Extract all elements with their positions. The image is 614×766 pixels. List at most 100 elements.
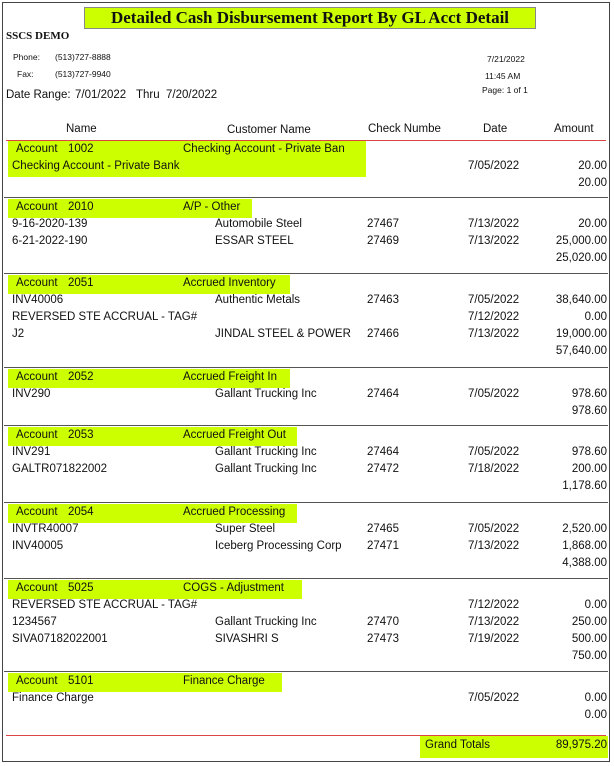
column-header-date: Date (483, 123, 508, 135)
row-date: 7/05/2022 (468, 160, 520, 172)
account-highlight (8, 369, 290, 388)
grand-total-highlight (420, 736, 608, 758)
account-number: 2053 (68, 429, 94, 441)
row-name: Finance Charge (12, 692, 94, 704)
account-label: Account (16, 143, 58, 155)
section-divider (4, 578, 608, 579)
row-date: 7/12/2022 (468, 599, 520, 611)
row-customer: SIVASHRI S (215, 633, 279, 645)
row-customer: Iceberg Processing Corp (215, 540, 342, 552)
row-amount: 20.00 (578, 160, 607, 172)
row-amount: 0.00 (584, 692, 607, 704)
account-description: Accrued Processing (183, 506, 286, 518)
account-label: Account (16, 675, 58, 687)
row-date: 7/05/2022 (468, 388, 520, 400)
account-label: Account (16, 582, 58, 594)
account-number: 2054 (68, 506, 94, 518)
row-date: 7/13/2022 (468, 616, 520, 628)
column-header-amount: Amount (554, 123, 594, 135)
row-date: 7/18/2022 (468, 463, 520, 475)
account-highlight (8, 673, 282, 692)
row-name: INV40006 (12, 294, 64, 306)
account-label: Account (16, 201, 58, 213)
grand-total-rule (6, 735, 606, 736)
row-check-number: 27473 (367, 633, 399, 645)
column-header-customer: Customer Name (227, 124, 311, 136)
row-amount: 0.00 (584, 311, 607, 323)
account-label: Account (16, 429, 58, 441)
print-time: 11:45 AM (485, 71, 521, 81)
row-date: 7/13/2022 (468, 540, 520, 552)
report-title: Detailed Cash Disbursement Report By GL … (110, 8, 510, 27)
account-description: A/P - Other (183, 201, 241, 213)
account-number: 5025 (68, 582, 94, 594)
account-description: COGS - Adjustment (183, 582, 284, 594)
account-highlight (8, 504, 297, 523)
row-amount: 978.60 (571, 446, 607, 458)
account-total: 0.00 (584, 709, 607, 721)
fax-label: Fax: (17, 69, 34, 79)
account-total: 25,020.00 (555, 252, 607, 264)
row-customer: Automobile Steel (215, 218, 302, 230)
title-highlight (84, 7, 536, 29)
account-total: 57,640.00 (555, 345, 607, 357)
row-name: INV291 (12, 446, 51, 458)
row-name: REVERSED STE ACCRUAL - TAG# (12, 599, 198, 611)
row-amount: 200.00 (571, 463, 607, 475)
row-customer: Gallant Trucking Inc (215, 463, 317, 475)
section-divider (4, 425, 608, 426)
phone-label: Phone: (13, 52, 40, 62)
row-date: 7/13/2022 (468, 328, 520, 340)
account-total: 20.00 (578, 177, 607, 189)
row-check-number: 27469 (367, 235, 399, 247)
row-customer: ESSAR STEEL (215, 235, 294, 247)
account-highlight (8, 141, 366, 177)
date-range-from: 7/01/2022 (75, 89, 127, 101)
account-number: 2010 (68, 201, 94, 213)
row-amount: 978.60 (571, 388, 607, 400)
account-total: 978.60 (571, 405, 607, 417)
section-divider (4, 367, 608, 368)
page-number: Page: 1 of 1 (482, 85, 528, 95)
row-check-number: 27464 (367, 388, 399, 400)
row-customer: Gallant Trucking Inc (215, 446, 317, 458)
account-highlight (8, 199, 252, 218)
account-number: 1002 (68, 143, 94, 155)
section-divider (4, 502, 608, 503)
account-total: 750.00 (571, 650, 607, 662)
row-amount: 1,868.00 (562, 540, 607, 552)
row-name: INVTR40007 (12, 523, 79, 535)
account-number: 2051 (68, 277, 94, 289)
row-check-number: 27467 (367, 218, 399, 230)
row-check-number: 27465 (367, 523, 399, 535)
account-description: Finance Charge (183, 675, 265, 687)
company-name: SSCS DEMO (6, 30, 70, 42)
row-amount: 38,640.00 (555, 294, 607, 306)
print-date: 7/21/2022 (487, 54, 525, 64)
date-range-thru: Thru (136, 89, 160, 101)
row-name: INV290 (12, 388, 51, 400)
grand-totals-amount: 89,975.20 (555, 739, 607, 751)
date-range-label: Date Range: (6, 89, 71, 101)
phone-number: (513)727-8888 (55, 52, 111, 62)
row-name: SIVA07182022001 (12, 633, 108, 645)
account-label: Account (16, 506, 58, 518)
grand-totals-label: Grand Totals (425, 739, 490, 751)
row-date: 7/13/2022 (468, 218, 520, 230)
row-amount: 0.00 (584, 599, 607, 611)
row-name: INV40005 (12, 540, 64, 552)
row-amount: 2,520.00 (562, 523, 607, 535)
row-amount: 25,000.00 (555, 235, 607, 247)
row-date: 7/05/2022 (468, 294, 520, 306)
section-divider (4, 273, 608, 274)
row-amount: 250.00 (571, 616, 607, 628)
row-date: 7/05/2022 (468, 692, 520, 704)
row-name: 9-16-2020-139 (12, 218, 88, 230)
row-date: 7/05/2022 (468, 446, 520, 458)
account-label: Account (16, 371, 58, 383)
section-divider (4, 671, 608, 672)
account-label: Account (16, 277, 58, 289)
date-range-to: 7/20/2022 (166, 89, 218, 101)
row-amount: 500.00 (571, 633, 607, 645)
